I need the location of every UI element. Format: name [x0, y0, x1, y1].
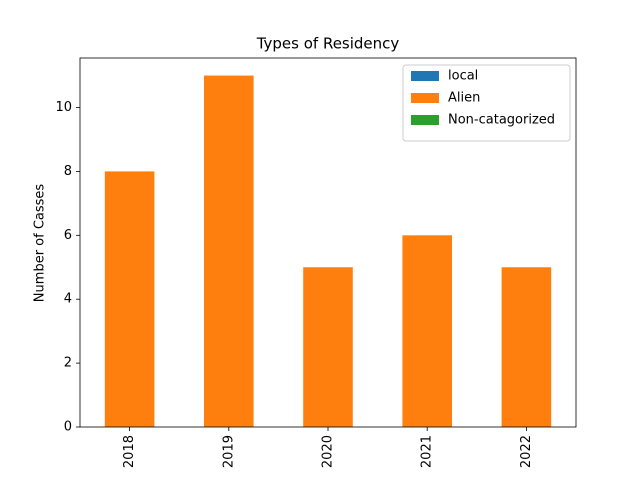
chart-title: Types of Residency	[256, 35, 400, 53]
y-tick-label: 6	[64, 228, 72, 243]
bar	[104, 171, 155, 427]
legend-swatch	[411, 93, 439, 103]
legend-label: Alien	[448, 91, 480, 106]
bar	[501, 267, 552, 427]
y-tick-label: 10	[55, 100, 72, 115]
y-tick-label: 2	[64, 356, 72, 371]
bar	[303, 267, 353, 427]
plot-frame	[79, 57, 577, 428]
legend-label: local	[448, 69, 478, 84]
y-tick-label: 0	[64, 420, 72, 435]
y-axis-label: Number of Casses	[33, 184, 48, 303]
bar	[204, 75, 254, 428]
x-tick-label: 2022	[519, 435, 534, 468]
y-tick-label: 8	[64, 164, 72, 179]
legend-box	[402, 64, 571, 142]
x-tick-label: 2018	[122, 435, 137, 468]
legend-label: Non-catagorized	[448, 113, 555, 128]
x-tick-label: 2019	[221, 435, 236, 468]
x-tick-label: 2021	[420, 435, 435, 468]
legend-swatch	[411, 115, 439, 125]
x-tick-label: 2020	[321, 435, 336, 468]
legend-swatch	[411, 71, 439, 81]
y-tick-label: 4	[64, 292, 72, 307]
bar	[402, 235, 452, 427]
